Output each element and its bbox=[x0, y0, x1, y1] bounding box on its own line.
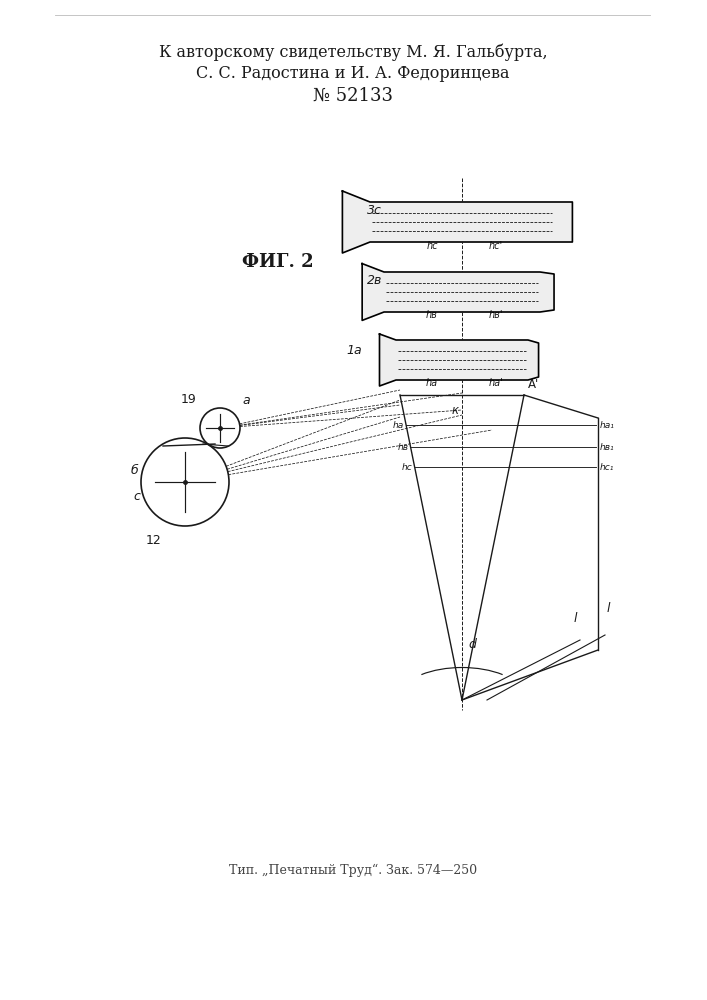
Text: l: l bbox=[606, 601, 609, 614]
Text: с: с bbox=[133, 489, 140, 502]
Text: К авторскому свидетельству М. Я. Гальбурта,: К авторскому свидетельству М. Я. Гальбур… bbox=[158, 43, 547, 61]
Text: hв₁: hв₁ bbox=[600, 442, 614, 452]
Text: Тип. „Печатный Труд“. Зак. 574—250: Тип. „Печатный Труд“. Зак. 574—250 bbox=[229, 863, 477, 877]
Text: l: l bbox=[573, 611, 577, 624]
Text: б: б bbox=[130, 464, 138, 477]
Text: к: к bbox=[452, 403, 459, 416]
Text: hв': hв' bbox=[489, 310, 503, 320]
Text: d: d bbox=[468, 639, 476, 652]
Polygon shape bbox=[342, 191, 573, 253]
Text: hв: hв bbox=[397, 442, 409, 452]
Text: 1а: 1а bbox=[346, 344, 362, 357]
Text: hв: hв bbox=[426, 310, 438, 320]
Text: hа: hа bbox=[393, 420, 404, 430]
Text: 12: 12 bbox=[146, 534, 162, 546]
Polygon shape bbox=[362, 264, 554, 320]
Text: ФИГ. 2: ФИГ. 2 bbox=[242, 253, 314, 271]
Text: hc: hc bbox=[402, 462, 413, 472]
Text: 2в: 2в bbox=[367, 273, 382, 286]
Text: hа₁: hа₁ bbox=[600, 420, 615, 430]
Text: hа': hа' bbox=[489, 378, 503, 388]
Text: С. С. Радостина и И. А. Федоринцева: С. С. Радостина и И. А. Федоринцева bbox=[197, 66, 510, 83]
Text: 3c: 3c bbox=[367, 204, 382, 217]
Text: hc': hc' bbox=[489, 241, 503, 251]
Text: hа: hа bbox=[426, 378, 438, 388]
Text: 19: 19 bbox=[180, 393, 196, 406]
Text: A': A' bbox=[528, 378, 539, 391]
Polygon shape bbox=[380, 334, 539, 386]
Text: а: а bbox=[242, 394, 250, 407]
Text: hc₁: hc₁ bbox=[600, 462, 614, 472]
Text: № 52133: № 52133 bbox=[313, 87, 393, 105]
Text: hc: hc bbox=[426, 241, 438, 251]
